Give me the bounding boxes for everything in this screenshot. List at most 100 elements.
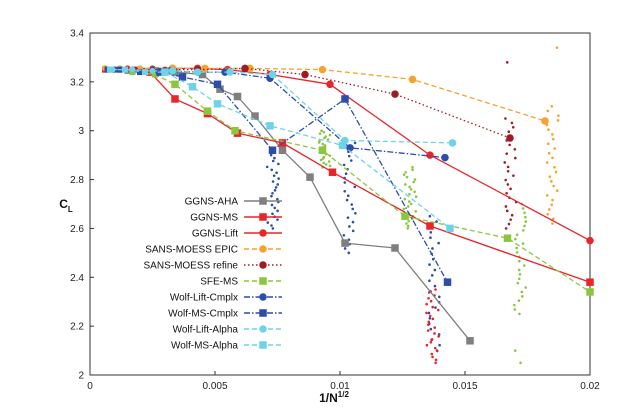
scatter-point: [546, 142, 550, 146]
data-point: [203, 107, 212, 115]
scatter-point: [435, 349, 439, 353]
scatter-point: [521, 207, 525, 210]
scatter-point: [431, 317, 435, 321]
scatter-point: [504, 178, 507, 182]
data-point: [122, 66, 128, 73]
scatter-point: [406, 205, 410, 208]
scatter-point: [273, 206, 277, 210]
scatter-point: [270, 194, 273, 198]
x-axis: 0 0.005 0.01 0.015 0.02: [87, 371, 600, 392]
scatter-point: [550, 180, 553, 183]
scatter-point: [521, 242, 525, 245]
scatter-point: [408, 185, 411, 189]
scatter-point: [513, 303, 516, 307]
scatter-point: [344, 172, 348, 176]
scatter-point: [552, 184, 555, 188]
scatter-point: [433, 268, 437, 272]
scatter-point: [518, 259, 521, 263]
data-point: [401, 212, 409, 220]
scatter-point: [520, 295, 524, 298]
scatter-point: [437, 333, 441, 336]
scatter-point: [427, 296, 430, 300]
scatter-point: [520, 290, 524, 294]
data-point: [443, 278, 452, 286]
scatter-point: [405, 175, 409, 179]
scatter-point: [522, 264, 526, 267]
y-tick-label: 2.8: [70, 175, 84, 186]
scatter-point: [322, 161, 325, 165]
scatter-point: [555, 189, 559, 193]
scatter-point: [346, 216, 350, 219]
y-tick-label: 2.6: [70, 224, 84, 235]
plot-frame: [89, 32, 591, 376]
legend-label: Wolf-Lift-Cmplx: [170, 293, 238, 304]
scatter-point: [265, 165, 269, 169]
scatter-point: [346, 194, 350, 197]
legend-label: GGNS-Lift: [192, 229, 238, 240]
scatter-point: [548, 175, 552, 178]
scatter-point: [551, 222, 554, 225]
data-point: [149, 67, 156, 74]
scatter-point: [274, 186, 278, 189]
scatter-point: [557, 114, 560, 117]
scatter-point: [349, 159, 353, 162]
scatter-point: [509, 187, 512, 191]
y-tick-label: 3: [78, 126, 84, 137]
scatter-point: [507, 222, 511, 226]
scatter-point: [551, 156, 554, 160]
scatter-point: [425, 302, 428, 306]
scatter-point: [345, 198, 349, 202]
scatter-point: [327, 160, 331, 163]
x-tick-label: 0.02: [580, 381, 600, 392]
scatter-point: [513, 147, 517, 151]
legend-label: GGNS-AHA: [185, 197, 239, 208]
data-point: [328, 168, 337, 176]
data-point: [426, 222, 434, 230]
scatter-point: [512, 174, 515, 177]
y-axis-label-sub: L: [68, 205, 73, 214]
scatter-point: [414, 210, 418, 213]
scatter-point: [517, 277, 521, 281]
scatter-point: [427, 311, 431, 315]
scatter-point: [504, 227, 508, 230]
scatter-point: [434, 361, 437, 365]
scatter-point: [514, 237, 517, 241]
scatter-point: [506, 165, 510, 169]
data-point: [506, 134, 514, 142]
data-point: [266, 122, 274, 130]
scatter-point: [348, 225, 351, 228]
legend-marker: [259, 197, 267, 205]
scatter-point: [429, 327, 433, 331]
scatter-point: [328, 133, 332, 137]
y-axis-label: CL: [59, 197, 73, 214]
scatter-point: [326, 138, 330, 141]
data-point: [268, 146, 277, 155]
scatter-point: [407, 219, 410, 223]
scatter-point: [550, 203, 554, 207]
scatter-point: [553, 147, 556, 150]
scatter-point: [513, 349, 517, 352]
scatter-point: [507, 130, 511, 133]
scatter-point: [324, 163, 328, 166]
scatter-point: [322, 130, 326, 134]
scatter-point: [406, 227, 410, 230]
scatter-point: [407, 200, 411, 203]
x-tick-label: 0: [87, 381, 93, 392]
scatter-point: [353, 185, 357, 189]
x-axis-label-main: 1/N: [319, 391, 338, 405]
legend-label: SANS-MOESS EPIC: [145, 245, 238, 256]
y-axis-label-main: C: [59, 197, 68, 211]
scatter-point: [266, 221, 270, 224]
data-point: [213, 80, 222, 89]
series-layer: [102, 64, 594, 345]
scatter-point: [522, 229, 525, 232]
scatter-point: [427, 320, 431, 324]
y-axis: 2 2.2 2.4 2.6 2.8 3 3.2 3.4: [70, 29, 94, 382]
scatter-point: [270, 168, 274, 172]
scatter-point: [505, 152, 509, 155]
data-point: [341, 239, 349, 247]
scatter-point: [505, 61, 509, 64]
scatter-point: [524, 220, 528, 223]
y-tick-label: 2: [78, 371, 84, 382]
scatter-point: [270, 224, 273, 227]
